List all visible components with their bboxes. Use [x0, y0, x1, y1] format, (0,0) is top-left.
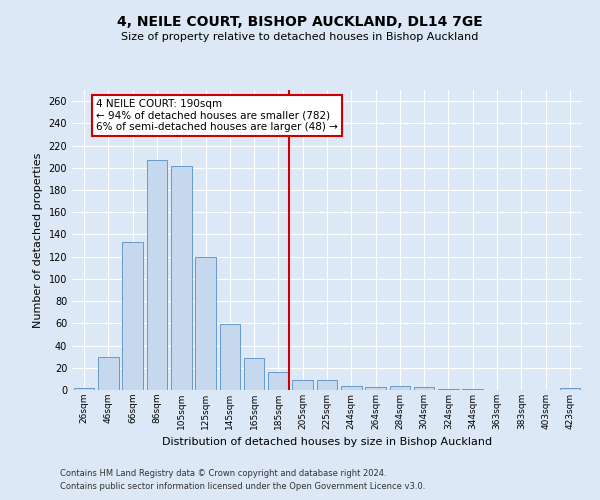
- Text: Size of property relative to detached houses in Bishop Auckland: Size of property relative to detached ho…: [121, 32, 479, 42]
- Bar: [292, 380, 313, 390]
- Bar: [74, 388, 94, 390]
- Text: Contains HM Land Registry data © Crown copyright and database right 2024.: Contains HM Land Registry data © Crown c…: [60, 468, 386, 477]
- Bar: [268, 372, 289, 390]
- Y-axis label: Number of detached properties: Number of detached properties: [33, 152, 43, 328]
- Text: 4 NEILE COURT: 190sqm
← 94% of detached houses are smaller (782)
6% of semi-deta: 4 NEILE COURT: 190sqm ← 94% of detached …: [96, 99, 338, 132]
- Bar: [244, 358, 265, 390]
- Text: 4, NEILE COURT, BISHOP AUCKLAND, DL14 7GE: 4, NEILE COURT, BISHOP AUCKLAND, DL14 7G…: [117, 15, 483, 29]
- Bar: [195, 256, 216, 390]
- Bar: [365, 386, 386, 390]
- Bar: [98, 356, 119, 390]
- Bar: [171, 166, 191, 390]
- Bar: [463, 389, 483, 390]
- Bar: [414, 386, 434, 390]
- Bar: [560, 388, 580, 390]
- Bar: [146, 160, 167, 390]
- Bar: [438, 389, 459, 390]
- Bar: [122, 242, 143, 390]
- Bar: [341, 386, 362, 390]
- Bar: [220, 324, 240, 390]
- Bar: [389, 386, 410, 390]
- Text: Contains public sector information licensed under the Open Government Licence v3: Contains public sector information licen…: [60, 482, 425, 491]
- Bar: [317, 380, 337, 390]
- X-axis label: Distribution of detached houses by size in Bishop Auckland: Distribution of detached houses by size …: [162, 438, 492, 448]
